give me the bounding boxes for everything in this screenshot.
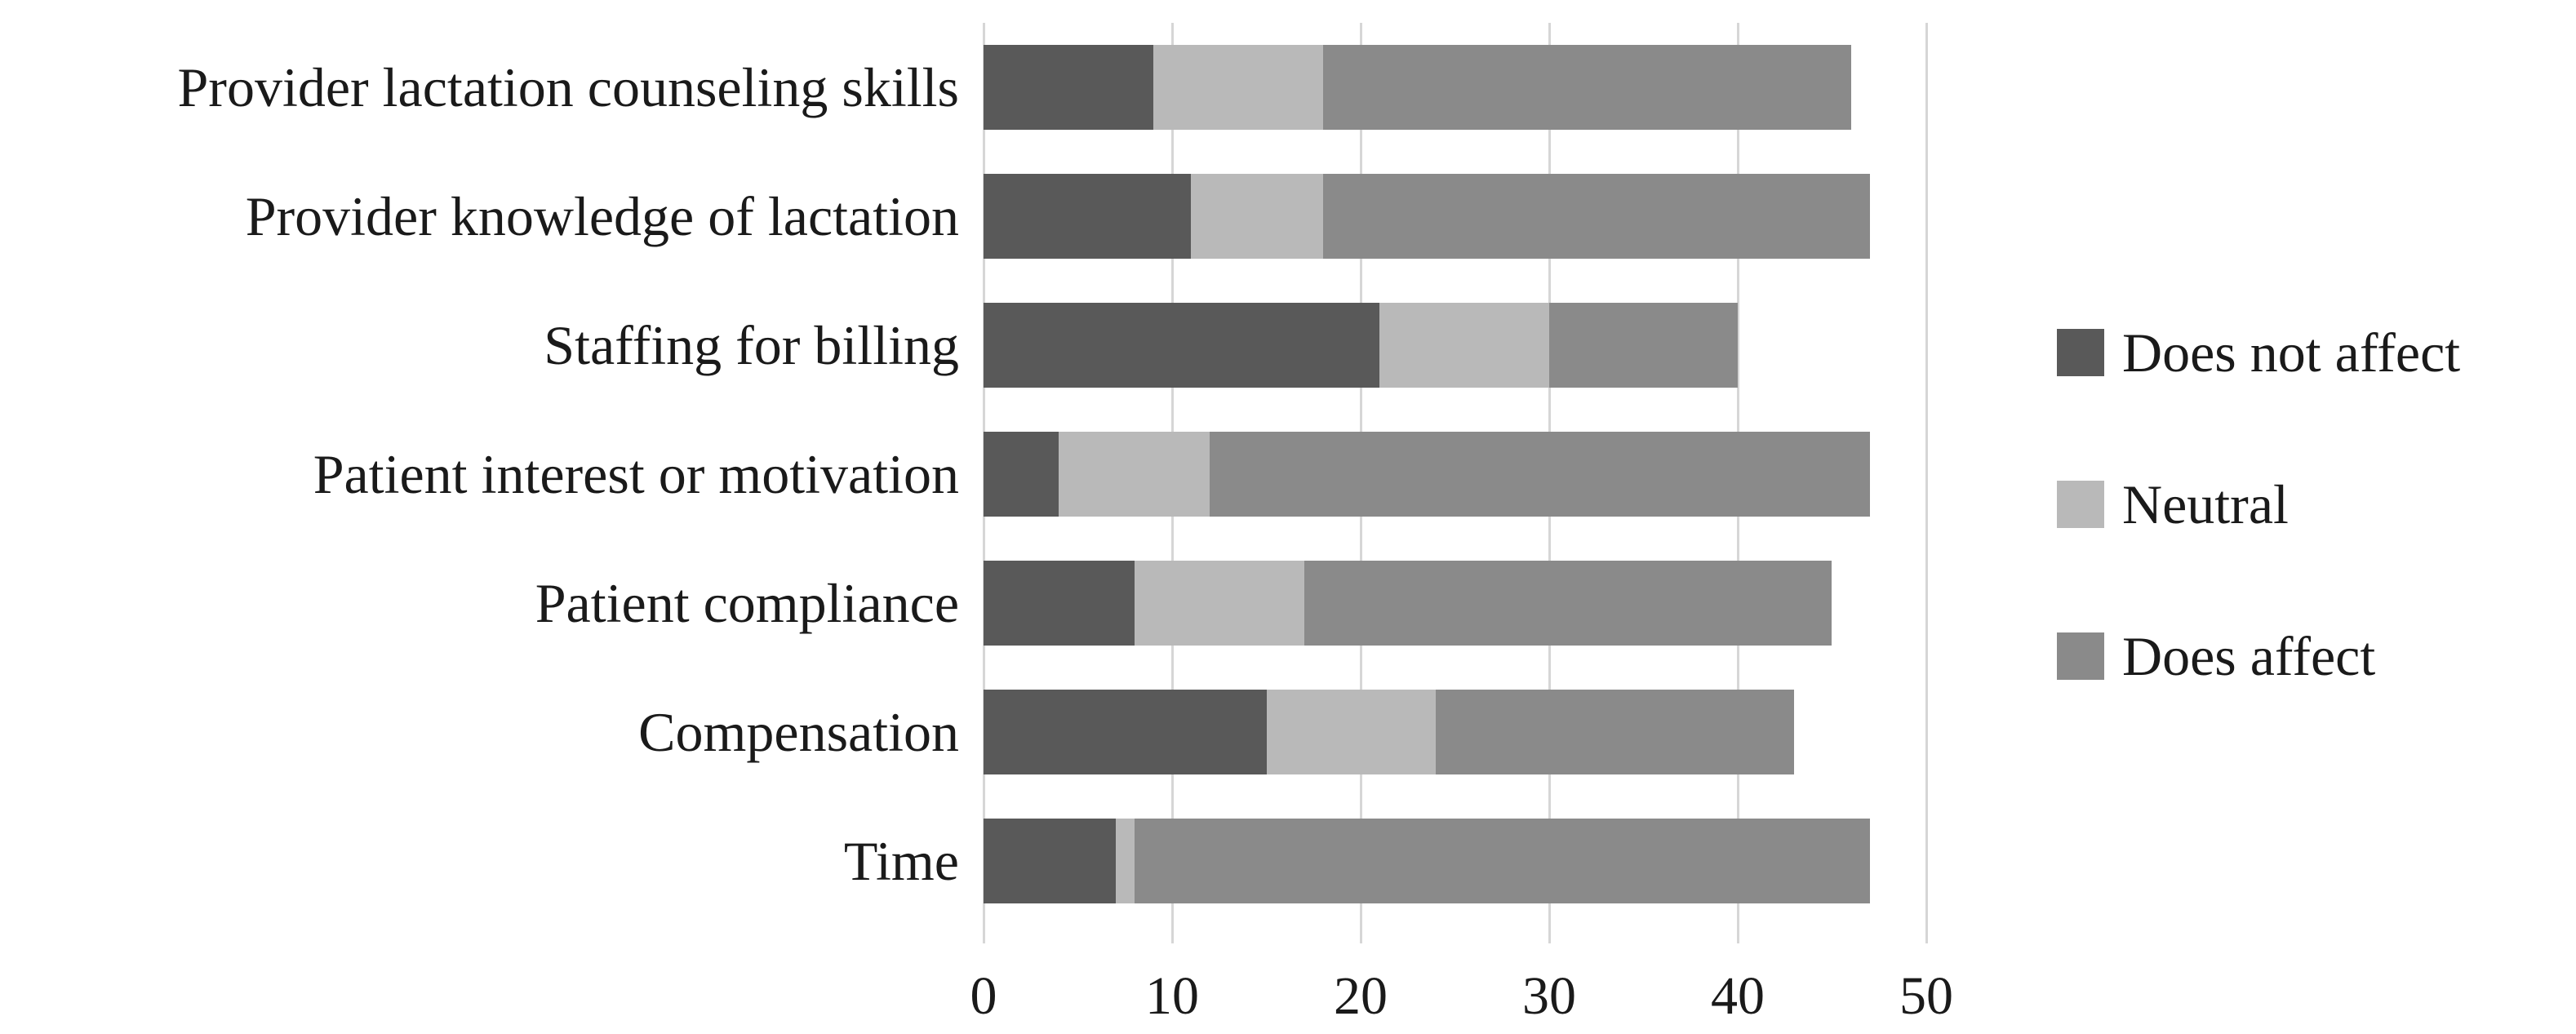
bar-segment-does-not-affect: [984, 45, 1153, 130]
bar-row: [984, 432, 1870, 517]
y-axis-category-labels: Provider lactation counseling skills Prov…: [0, 0, 984, 925]
bar-row: [984, 45, 1851, 130]
bar-segment-does-not-affect: [984, 819, 1116, 903]
x-tick-label: 30: [1522, 966, 1576, 1026]
bar-segment-does-affect: [1210, 432, 1870, 517]
bar-row: [984, 561, 1832, 646]
legend: Does not affect Neutral Does affect: [2057, 0, 2460, 684]
legend-label: Does affect: [2122, 625, 2376, 687]
bar-segment-does-not-affect: [984, 690, 1267, 774]
legend-item: Neutral: [2057, 477, 2460, 532]
legend-item: Does affect: [2057, 628, 2460, 684]
legend-swatch-does-affect: [2057, 632, 2104, 680]
bar-segment-does-affect: [1436, 690, 1795, 774]
bar-segment-does-affect: [1548, 303, 1738, 388]
bar-segment-does-affect: [1304, 561, 1832, 646]
category-label: Provider lactation counseling skills: [177, 56, 959, 118]
bar-segment-does-not-affect: [984, 303, 1380, 388]
bar-segment-neutral: [1115, 819, 1135, 903]
bar-row: [984, 819, 1870, 903]
x-tick-label: 50: [1899, 966, 1953, 1026]
category-label: Patient compliance: [535, 572, 959, 634]
bar-segment-neutral: [1379, 303, 1549, 388]
x-tick-label: 40: [1711, 966, 1765, 1026]
x-tick-label: 0: [970, 966, 997, 1026]
bar-row: [984, 690, 1795, 774]
x-tick-label: 10: [1145, 966, 1199, 1026]
legend-swatch-neutral: [2057, 481, 2104, 528]
category-label: Compensation: [638, 701, 959, 763]
bar-segment-neutral: [1191, 174, 1323, 259]
plot-area: 0 10 20 30 40 50: [970, 23, 1996, 1023]
category-label: Provider knowledge of lactation: [245, 185, 959, 247]
bar-segment-neutral: [1153, 45, 1323, 130]
legend-label: Neutral: [2122, 473, 2289, 535]
x-tick-label: 20: [1334, 966, 1388, 1026]
bar-segment-does-affect: [1322, 174, 1870, 259]
legend-item: Does not affect: [2057, 325, 2460, 380]
bar-segment-does-affect: [1322, 45, 1851, 130]
category-label: Staffing for billing: [544, 314, 959, 376]
gridline-x-50: [1925, 23, 1928, 943]
category-label: Time: [843, 830, 959, 892]
bar-segment-does-not-affect: [984, 174, 1192, 259]
bar-row: [984, 174, 1870, 259]
legend-swatch-does-not-affect: [2057, 329, 2104, 376]
category-label: Patient interest or motivation: [313, 443, 959, 505]
bar-segment-does-not-affect: [984, 432, 1059, 517]
bar-segment-does-affect: [1134, 819, 1870, 903]
bar-row: [984, 303, 1738, 388]
bar-segment-does-not-affect: [984, 561, 1135, 646]
legend-label: Does not affect: [2122, 322, 2461, 384]
bar-segment-neutral: [1266, 690, 1437, 774]
bar-segment-neutral: [1059, 432, 1210, 517]
bar-segment-neutral: [1134, 561, 1304, 646]
